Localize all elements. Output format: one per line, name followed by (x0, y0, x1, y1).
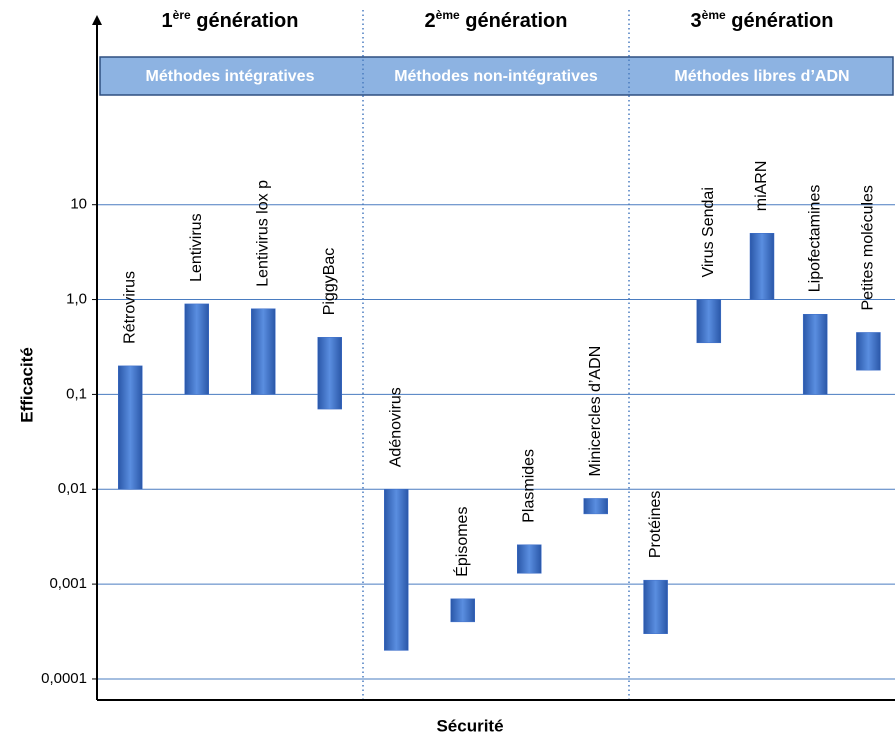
y-tick-label: 0,1 (66, 385, 87, 402)
range-bar (251, 308, 276, 395)
range-bar (450, 598, 475, 623)
y-tick-label: 10 (70, 196, 87, 213)
method-label: Méthodes libres d’ADN (674, 68, 849, 85)
range-bar (643, 579, 668, 634)
category-label: Virus Sendai (700, 187, 717, 277)
generation-suffix: ème (436, 8, 460, 22)
method-label: Méthodes intégratives (146, 68, 315, 85)
generation-title: 2ème génération (425, 8, 568, 32)
range-bar (317, 337, 342, 410)
generation-number: 3 (691, 10, 702, 32)
y-tick-label: 0,0001 (41, 670, 87, 687)
range-bar (802, 313, 828, 395)
y-tick-label: 0,01 (58, 480, 87, 497)
generation-number: 2 (425, 10, 436, 32)
generation-number: 1 (162, 10, 173, 32)
range-bar (118, 365, 143, 490)
category-label: miARN (753, 161, 770, 212)
method-band (99, 56, 894, 96)
range-bar (856, 332, 881, 371)
category-label: Plasmides (520, 449, 537, 523)
category-label: Protéines (647, 491, 664, 559)
category-label: PiggyBac (321, 248, 338, 316)
range-bar (384, 489, 409, 651)
category-label: Petites molécules (860, 185, 877, 310)
generation-suffix: ème (702, 8, 726, 22)
range-bar (749, 233, 775, 300)
range-bar (696, 299, 722, 344)
category-label: Rétrovirus (121, 271, 138, 344)
range-bar (517, 544, 542, 574)
y-tick-label: 0,001 (49, 575, 87, 592)
generation-title: 1ère génération (162, 8, 299, 32)
y-axis-title: Efficacité (17, 347, 36, 423)
category-label: Lentivirus lox p (254, 180, 271, 287)
range-bar (184, 303, 209, 395)
generation-text: génération (191, 10, 299, 32)
category-label: Épisomes (452, 507, 471, 577)
generation-text: génération (726, 10, 834, 32)
x-axis-title: Sécurité (436, 716, 503, 735)
generation-text: génération (460, 10, 568, 32)
generation-title: 3ème génération (691, 8, 834, 32)
category-label: Lentivirus (188, 213, 205, 281)
category-label: Adénovirus (387, 387, 404, 467)
range-bar (583, 498, 608, 515)
y-tick-label: 1,0 (66, 291, 87, 308)
category-label: Minicercles d’ADN (587, 346, 604, 477)
method-label: Méthodes non-intégratives (394, 68, 598, 85)
y-axis-arrow (92, 15, 102, 25)
generation-suffix: ère (173, 8, 191, 22)
category-label: Lipofectamines (806, 185, 823, 293)
